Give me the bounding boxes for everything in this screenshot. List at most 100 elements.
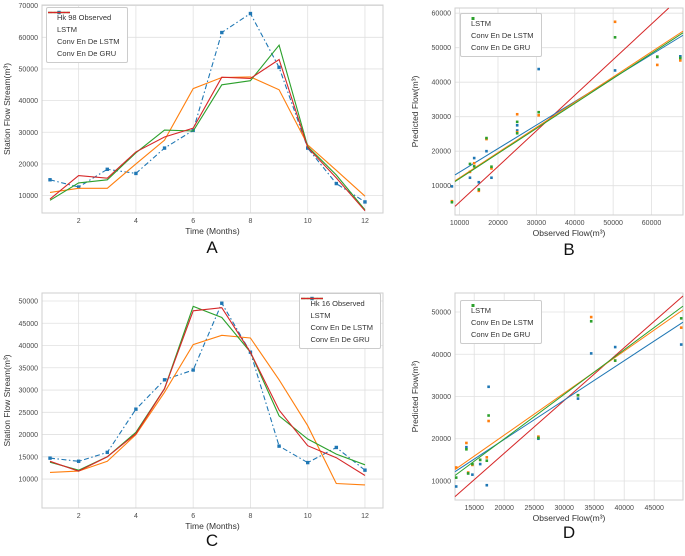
observed-marker xyxy=(162,378,167,382)
scatter-point xyxy=(487,419,490,423)
x-tick-label: 8 xyxy=(248,513,252,520)
series-line xyxy=(49,12,366,203)
observed-marker xyxy=(105,167,109,172)
x-tick-label: 30000 xyxy=(527,220,547,227)
series-line xyxy=(49,301,366,471)
scatter-point xyxy=(490,176,493,180)
scatter-point xyxy=(679,343,683,346)
scatter-point xyxy=(468,176,472,180)
panel-C: 2 4 6 8 10 12 10000 15000 20000 25000 30000 35000 40… xyxy=(0,278,400,556)
scatter-point xyxy=(485,456,489,459)
scatter-point xyxy=(576,397,580,400)
observed-marker xyxy=(48,178,52,182)
legend-label: LSTM xyxy=(57,24,78,34)
y-tick-label: 35000 xyxy=(19,365,39,372)
scatter-point xyxy=(485,149,488,153)
x-tick-label: 6 xyxy=(191,218,195,225)
x-tick-label: 30000 xyxy=(554,505,574,512)
scatter-point xyxy=(468,162,472,166)
marker-sample-icon xyxy=(471,304,475,307)
y-tick-label: 25000 xyxy=(19,410,39,417)
legend-item: Conv En De LSTM xyxy=(301,297,373,333)
scatter-point xyxy=(515,129,519,132)
legend-A: Hk 98 Observed LSTM Conv En De LSTM Conv En… xyxy=(46,7,128,63)
reference-line xyxy=(454,7,670,207)
legend-label: Conv En De GRU xyxy=(310,334,370,344)
series-line xyxy=(49,58,366,212)
legend-item: Conv En De LSTM xyxy=(466,304,534,328)
scatter-point xyxy=(454,485,458,488)
panel-letter-a: A xyxy=(206,238,218,257)
legend-label: Hk 16 Observed xyxy=(310,298,365,308)
scatter-point xyxy=(679,59,682,62)
fit-line xyxy=(454,321,684,473)
scatter-point xyxy=(472,156,476,160)
legend-label: Conv En De LSTM xyxy=(57,36,120,46)
x-axis-label: Observed Flow(m³) xyxy=(533,228,606,238)
scatter-point xyxy=(679,56,682,60)
observed-marker xyxy=(76,185,81,189)
scatter-point xyxy=(589,315,593,319)
panel-A: 2 4 6 8 10 12 10000 20000 30000 40000 50000 60000 70… xyxy=(0,0,400,278)
fit-line xyxy=(454,309,684,470)
y-tick-label: 30000 xyxy=(432,114,452,121)
scatter-point xyxy=(679,55,682,58)
y-axis-label: Predicted Flow(m³) xyxy=(410,75,420,147)
scatter-point xyxy=(477,188,481,191)
legend-label: LSTM xyxy=(310,310,331,320)
scatter-point xyxy=(537,110,540,114)
y-tick-label: 40000 xyxy=(19,343,39,350)
x-axis-label: Time (Months) xyxy=(185,226,240,236)
scatter-point xyxy=(454,466,458,469)
legend-B: LSTM Conv En De LSTM Conv En De GRU xyxy=(460,13,542,57)
plot-border xyxy=(454,7,684,216)
y-tick-label: 10000 xyxy=(432,478,452,485)
line-sample-icon xyxy=(48,11,70,14)
y-tick-label: 50000 xyxy=(19,66,39,73)
y-tick-label: 30000 xyxy=(432,394,452,401)
scatter-point xyxy=(490,167,493,170)
scatter-point xyxy=(589,320,593,323)
scatter-point xyxy=(478,462,482,466)
scatter-point xyxy=(537,113,540,117)
x-tick-label: 45000 xyxy=(644,505,664,512)
scatter-point xyxy=(679,326,683,329)
scatter-point xyxy=(613,359,617,362)
panel-letter-b: B xyxy=(563,240,575,259)
observed-marker xyxy=(76,459,81,463)
y-tick-label: 20000 xyxy=(19,432,39,439)
scatter-point xyxy=(465,448,468,451)
line-sample-icon xyxy=(301,297,324,300)
series-line xyxy=(49,76,366,197)
x-tick-label: 4 xyxy=(134,218,138,225)
legend-label: Conv En De GRU xyxy=(57,48,117,58)
x-tick-label: 50000 xyxy=(603,220,623,227)
y-tick-label: 40000 xyxy=(19,98,39,105)
scatter-point xyxy=(655,63,659,67)
x-tick-label: 40000 xyxy=(614,505,634,512)
x-tick-label: 2 xyxy=(77,218,81,225)
scatter-point xyxy=(477,180,481,184)
x-tick-label: 2 xyxy=(77,513,81,520)
observed-marker xyxy=(48,456,52,460)
observed-marker xyxy=(305,460,310,465)
fit-line xyxy=(454,305,684,476)
reference-line xyxy=(454,295,684,497)
observed-marker xyxy=(220,301,224,305)
observed-marker xyxy=(134,171,138,176)
legend-D: LSTM Conv En De LSTM Conv En De GRU xyxy=(460,300,542,344)
marker-sample-icon xyxy=(471,17,475,20)
y-tick-label: 40000 xyxy=(432,80,452,87)
series-line xyxy=(49,334,366,486)
scatter-point xyxy=(465,445,468,449)
legend-item: Conv En De GRU xyxy=(466,17,534,53)
plot-border xyxy=(41,4,384,214)
scatter-point xyxy=(589,352,593,355)
x-tick-label: 8 xyxy=(248,218,252,225)
scatter-point xyxy=(515,112,519,116)
x-tick-label: 40000 xyxy=(565,220,585,227)
scatter-point xyxy=(487,414,490,417)
scatter-point xyxy=(478,458,482,462)
panel-B: 10000 20000 30000 40000 50000 60000 10000 20000… xyxy=(400,0,685,278)
y-tick-label: 20000 xyxy=(432,149,452,156)
